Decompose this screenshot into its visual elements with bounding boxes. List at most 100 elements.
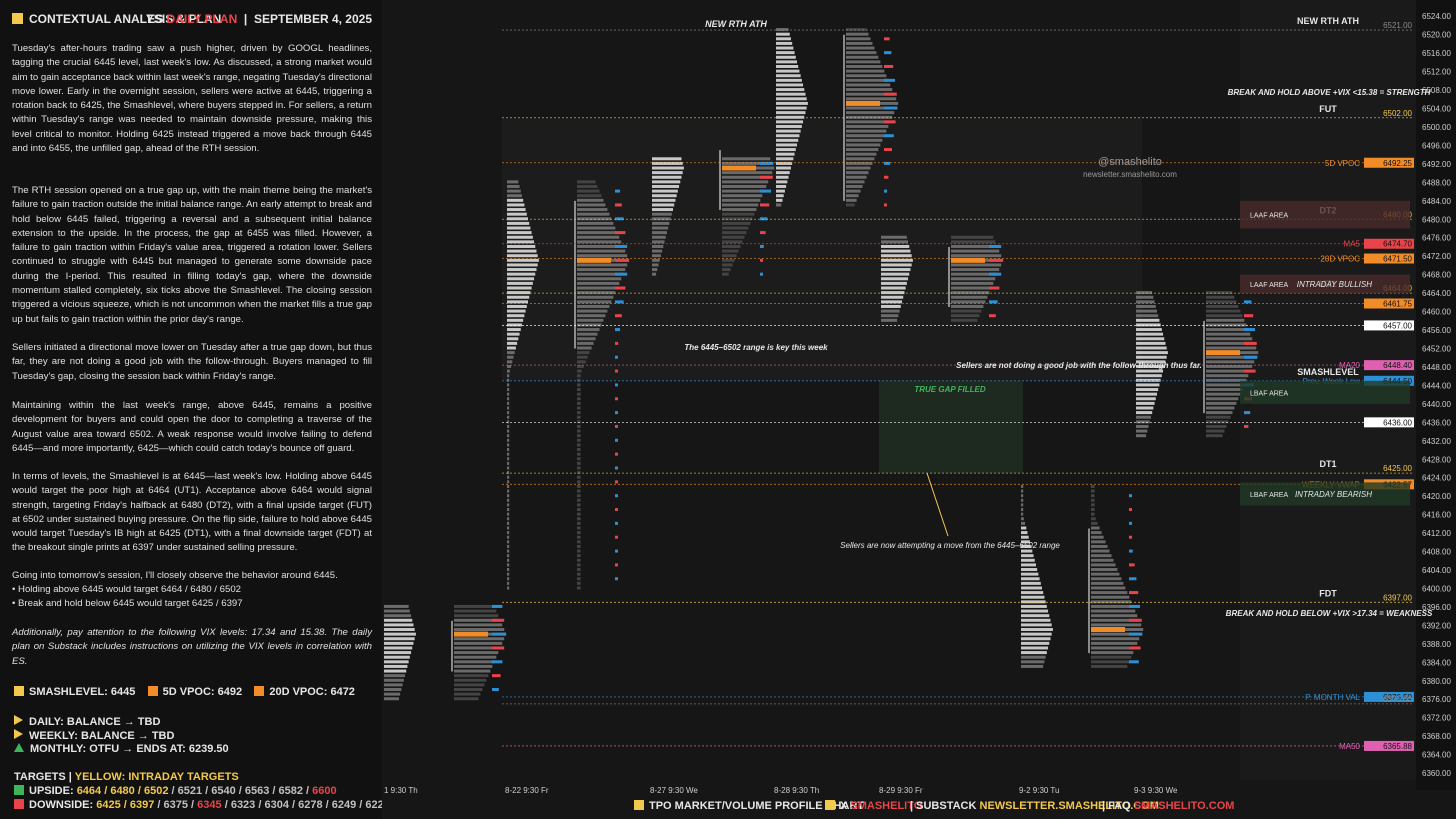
annotation-text: TRUE GAP FILLED	[914, 385, 985, 394]
delta-row	[884, 78, 895, 82]
gap-shade	[879, 380, 1023, 474]
delta-row	[760, 244, 764, 248]
tpo-row	[776, 166, 791, 170]
volume-row	[846, 189, 861, 193]
tpo-row	[507, 554, 510, 558]
volume-row	[577, 517, 581, 521]
annotation-text: Sellers are not doing a good job with th…	[956, 361, 1202, 370]
delta-row	[760, 231, 766, 235]
tpo-row	[776, 111, 806, 115]
delta-row	[884, 106, 898, 110]
level-label-text: 6397.00	[1383, 593, 1412, 602]
tpo-row	[776, 120, 804, 124]
level-value-text: 6448.40	[1383, 361, 1412, 370]
tpo-row	[507, 383, 510, 387]
volume-row	[846, 203, 855, 207]
tpo-row	[881, 281, 907, 285]
volume-row	[1206, 369, 1251, 373]
tpo-row	[776, 41, 793, 45]
level-label-text: 6425.00	[1383, 464, 1412, 473]
volume-row	[1206, 397, 1239, 401]
tpo-row	[776, 184, 787, 188]
tpo-row	[507, 258, 539, 262]
faq-link[interactable]: SMASHELITO.COM	[1133, 800, 1235, 812]
volume-row	[577, 323, 602, 327]
tpo-row	[652, 217, 671, 221]
tpo-row	[1136, 346, 1167, 350]
delta-row	[492, 688, 499, 692]
volume-row	[1206, 401, 1237, 405]
y-tick-label: 6380.00	[1422, 677, 1451, 686]
volume-row	[1206, 388, 1243, 392]
volume-row	[577, 577, 581, 581]
volume-row	[577, 263, 628, 267]
delta-row	[615, 244, 628, 248]
volume-row	[577, 291, 616, 295]
volume-row	[454, 628, 505, 632]
tpo-row	[507, 337, 519, 341]
tpo-row	[881, 295, 904, 299]
volume-row	[951, 254, 1002, 258]
tpo-row	[881, 300, 903, 304]
tpo-row	[507, 572, 510, 576]
volume-row	[1091, 531, 1102, 535]
delta-row	[760, 189, 771, 193]
tpo-row	[507, 544, 510, 548]
substack-link[interactable]: NEWSLETTER.SMASHELITO.COM	[979, 800, 1159, 812]
volume-row	[846, 161, 873, 165]
volume-row	[577, 244, 624, 248]
volume-row	[1206, 314, 1243, 318]
x-handle-link[interactable]: SMASHELITO	[850, 800, 923, 812]
level-value-box	[1364, 157, 1414, 168]
volume-row	[577, 240, 622, 244]
tpo-row	[507, 198, 524, 202]
volume-row	[454, 669, 491, 673]
volume-row	[1091, 554, 1112, 558]
volume-row	[577, 314, 606, 318]
delta-row	[615, 203, 622, 207]
volume-row	[1206, 309, 1241, 313]
annotation-text: Sellers are now attempting a move from t…	[840, 541, 1060, 550]
volume-row	[577, 549, 581, 553]
level-value-box	[1364, 417, 1414, 428]
tpo-row	[776, 28, 789, 32]
delta-row	[492, 618, 505, 622]
delta-row	[615, 480, 618, 484]
volume-row	[454, 623, 503, 627]
volume-row	[1206, 355, 1257, 359]
volume-row	[846, 51, 877, 55]
tpo-row	[652, 249, 663, 253]
volume-row	[846, 28, 867, 32]
tpo-row	[507, 295, 530, 299]
volume-row	[577, 328, 600, 332]
poc-marker	[846, 100, 880, 106]
tpo-row	[507, 364, 512, 368]
volume-row	[577, 540, 581, 544]
tpo-row	[384, 646, 413, 650]
tpo-row	[507, 272, 536, 276]
volume-row	[454, 692, 481, 696]
area-label: LAAF AREA	[1250, 282, 1288, 289]
poc-marker	[722, 165, 756, 171]
volume-row	[1206, 374, 1249, 378]
tpo-row	[776, 74, 801, 78]
tpo-row	[1021, 618, 1051, 622]
volume-row	[846, 171, 869, 175]
tpo-row	[652, 244, 664, 248]
volume-row	[1206, 323, 1247, 327]
tpo-row	[1021, 535, 1029, 539]
red-square-icon	[14, 799, 24, 809]
y-tick-label: 6452.00	[1422, 345, 1451, 354]
volume-row	[577, 272, 624, 276]
tpo-row	[1021, 572, 1039, 576]
volume-row	[577, 424, 581, 428]
tpo-row	[1136, 309, 1158, 313]
tpo-row	[881, 272, 910, 276]
volume-row	[577, 281, 620, 285]
delta-row	[615, 535, 618, 539]
volume-row	[577, 466, 581, 470]
tpo-row	[507, 392, 510, 396]
volume-row	[577, 503, 581, 507]
tpo-row	[507, 452, 510, 456]
tpo-row	[776, 198, 783, 202]
